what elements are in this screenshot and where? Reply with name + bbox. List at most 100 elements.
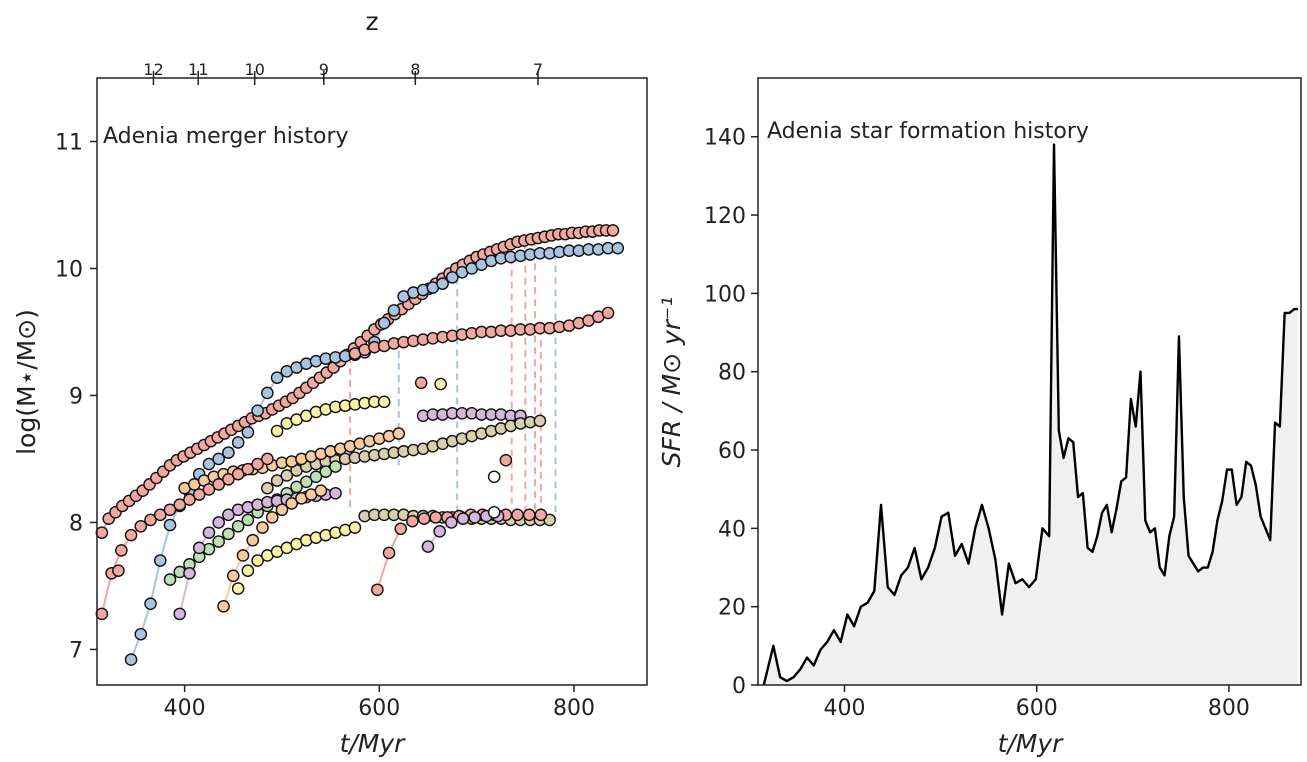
merger-point [163,573,177,586]
merger-point [377,395,391,409]
merger-point [387,304,401,317]
sfh-plot-frame [757,77,1302,686]
merger-z-tick-label: 10 [245,60,265,79]
merger-point [134,519,148,533]
sfh-y-tick-label: 0 [732,674,746,699]
merger-point [611,241,625,255]
merger-point [222,508,235,522]
merger-point [456,512,470,525]
merger-point [417,512,431,525]
merger-point [468,511,481,524]
merger-point [429,511,443,524]
merger-point [382,546,396,560]
merger-z-tick-label: 8 [410,60,420,79]
sfh-y-tick-label: 60 [718,439,746,464]
merger-z-label: z [365,7,378,36]
merger-z-tick-label: 12 [143,60,163,79]
merger-point [299,475,313,489]
merger-point [371,583,384,597]
merger-z-tick-label: 9 [319,60,329,79]
merger-point [319,465,333,478]
merger-point [522,508,536,522]
merger-point [270,474,284,487]
merger-point [173,498,187,511]
merger-point [212,452,225,466]
sfh-x-tick-label: 800 [1208,696,1250,721]
merger-point [406,514,419,528]
merger-point [534,508,548,522]
merger-point [192,541,206,555]
sfh-line [762,143,1299,686]
sfh-y-tick-label: 40 [718,517,746,542]
merger-point [241,425,255,439]
merger-point [261,481,274,495]
merger-point [487,505,501,519]
merger-point [241,564,255,578]
merger-point [436,277,449,291]
merger-point [261,386,274,400]
merger-point [285,497,298,510]
merger-point [261,452,274,466]
merger-point [275,503,289,517]
merger-point [222,472,235,486]
merger-point [377,316,391,330]
merger-x-tick-label: 400 [164,696,206,721]
merger-point [183,566,196,580]
merger-y-tick-label: 8 [69,511,83,536]
sfh-x-tick-label: 400 [823,696,865,721]
merger-y-tick-label: 11 [55,130,83,155]
sfh-panel: 400 600 800 0 20 40 60 80 100 120 140 Adenia star… [657,77,1302,758]
sfh-x-label: t/Myr [998,729,1065,758]
merger-point [212,516,225,529]
sfh-series-layer [762,143,1299,686]
merger-point [329,460,342,473]
merger-point [511,508,524,522]
merger-point [163,518,177,532]
merger-point [251,457,264,471]
merger-point [202,526,216,539]
merger-point [95,526,109,539]
merger-point [124,653,138,666]
merger-point [246,533,260,547]
merger-point [241,462,255,476]
merger-x-tick-label: 600 [358,696,400,721]
sfh-x-ticks: 400 600 800 [823,685,1250,721]
merger-point [134,627,148,641]
sfh-y-label: SFR / M⊙ yr⁻¹ [657,297,686,468]
merger-point [606,224,620,237]
merger-point [487,470,501,484]
merger-point [231,519,245,533]
sfh-title: Adenia star formation history [767,119,1089,144]
merger-point [446,271,459,284]
sfh-y-tick-label: 140 [704,126,746,151]
merger-point [329,486,342,500]
merger-point [217,599,230,613]
merger-point [236,549,250,562]
merger-point [280,469,294,482]
merger-point [499,453,513,467]
merger-point [153,554,167,567]
merger-point [251,404,264,418]
merger-point [445,516,458,529]
merger-y-ticks: 7 8 9 10 11 [55,130,97,663]
merger-point [231,436,245,449]
merger-point [95,607,109,621]
sfh-y-tick-label: 80 [718,361,746,386]
merger-z-tick-label: 7 [533,60,543,79]
merger-title: Adenia merger history [103,124,349,149]
merger-point [124,528,138,542]
merger-z-tick-label: 11 [188,60,208,79]
sfh-x-tick-label: 600 [1016,696,1058,721]
merger-y-tick-label: 9 [69,384,83,409]
merger-point [144,513,157,527]
merger-point [183,493,196,506]
merger-point [433,525,446,538]
merger-point [348,521,362,534]
sfh-y-tick-label: 120 [704,204,746,229]
sfh-y-tick-label: 20 [718,596,746,621]
merger-point [251,554,264,567]
merger-point [265,511,279,524]
merger-x-tick-label: 800 [553,696,595,721]
merger-plot-frame [96,77,648,686]
